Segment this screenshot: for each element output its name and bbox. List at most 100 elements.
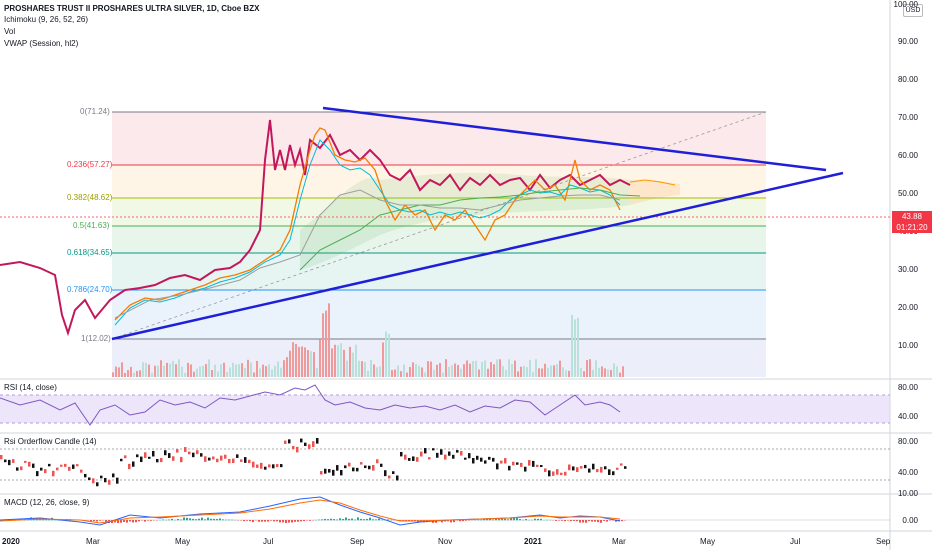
volume-bar xyxy=(229,367,231,377)
macd-bar xyxy=(228,519,230,521)
orderflow-candle xyxy=(264,466,267,470)
macd-bar xyxy=(276,520,278,522)
volume-bar xyxy=(550,365,552,377)
orderflow-candle xyxy=(448,451,451,456)
volume-bar xyxy=(181,366,183,377)
rsi-line xyxy=(0,384,621,426)
indicator-vwap[interactable]: VWAP (Session, hl2) xyxy=(4,39,79,48)
time-tick: May xyxy=(175,537,191,546)
orderflow-candle xyxy=(160,458,163,463)
orderflow-candle xyxy=(304,442,307,447)
orderflow-candle xyxy=(508,465,511,471)
macd-bar xyxy=(327,519,329,521)
orderflow-candle xyxy=(512,461,515,466)
orderflow-candle xyxy=(184,447,187,452)
macd-bar xyxy=(105,520,107,522)
orderflow-candle xyxy=(520,462,523,467)
price-line xyxy=(0,119,631,337)
macd-bar xyxy=(96,520,98,522)
orderflow-candle xyxy=(204,456,207,462)
macd-bar xyxy=(126,520,128,523)
orderflow-candle xyxy=(4,459,7,463)
last-price-badge: 43.88 01:21:20 xyxy=(892,211,932,233)
orderflow-candle xyxy=(276,464,279,468)
volume-bar xyxy=(340,343,342,377)
volume-bar xyxy=(376,367,378,377)
orderflow-candle xyxy=(244,457,247,463)
orderflow-candle xyxy=(600,466,603,473)
time-tick: 2020 xyxy=(2,537,20,546)
orderflow-candle xyxy=(580,466,583,469)
macd-bar xyxy=(564,520,566,522)
indicator-ichimoku[interactable]: Ichimoku (9, 26, 52, 26) xyxy=(4,15,89,24)
volume-bar xyxy=(562,367,564,377)
volume-bar xyxy=(508,359,510,377)
orderflow-candle xyxy=(52,470,55,477)
volume-bar xyxy=(316,368,318,377)
orderflow-candle xyxy=(528,460,531,466)
macd-bar xyxy=(138,520,140,522)
macd-bar xyxy=(168,519,170,521)
macd-bar xyxy=(183,517,185,521)
orderflow-candle xyxy=(572,466,575,471)
volume-bar xyxy=(163,365,165,377)
orderflow-title[interactable]: Rsi Orderflow Candle (14) xyxy=(4,437,97,446)
orderflow-candle xyxy=(376,459,379,464)
volume-bar xyxy=(241,363,243,377)
orderflow-candle xyxy=(88,477,91,481)
orderflow-candle xyxy=(292,445,295,450)
volume-bar xyxy=(199,366,201,377)
volume-bar xyxy=(394,369,396,377)
macd-bar xyxy=(114,520,116,523)
volume-bar xyxy=(274,365,276,377)
orderflow-candle xyxy=(468,453,471,459)
orderflow-candle xyxy=(240,459,243,462)
volume-bar xyxy=(361,361,363,377)
volume-bar xyxy=(436,364,438,377)
orderflow-candle xyxy=(32,463,35,468)
macd-bar xyxy=(513,517,515,521)
orderflow-candle xyxy=(404,454,407,460)
volume-bar xyxy=(622,366,624,377)
macd-bar xyxy=(279,520,281,523)
volume-bar xyxy=(433,369,435,377)
volume-bar xyxy=(547,367,549,377)
volume-bar xyxy=(205,364,207,377)
macd-bar xyxy=(231,519,233,521)
orderflow-tick: 10.00 xyxy=(897,489,918,498)
macd-bar xyxy=(606,520,608,522)
macd-bar xyxy=(162,519,164,521)
volume-bar xyxy=(466,360,468,377)
macd-bar xyxy=(351,518,353,521)
macd-bar xyxy=(270,520,272,521)
macd-bar xyxy=(372,519,374,521)
indicator-vol[interactable]: Vol xyxy=(4,27,16,36)
volume-bar xyxy=(160,360,162,377)
currency-label[interactable]: USD xyxy=(903,4,923,17)
volume-bar xyxy=(211,370,213,377)
orderflow-candle xyxy=(544,468,547,472)
volume-bar xyxy=(178,359,180,377)
orderflow-candle xyxy=(168,453,171,458)
macd-title[interactable]: MACD (12, 26, close, 9) xyxy=(4,498,90,507)
rsi-title[interactable]: RSI (14, close) xyxy=(4,383,57,392)
volume-bar xyxy=(298,346,300,377)
volume-bar xyxy=(445,359,447,377)
volume-bar xyxy=(589,359,591,377)
volume-bar xyxy=(154,365,156,377)
volume-bar xyxy=(400,371,402,377)
orderflow-candle xyxy=(124,455,127,459)
orderflow-candle xyxy=(392,471,395,474)
macd-bar xyxy=(291,520,293,523)
macd-bar xyxy=(189,518,191,521)
orderflow-candle xyxy=(76,464,79,467)
macd-bar xyxy=(258,520,260,522)
macd-bar xyxy=(555,520,557,521)
volume-bar xyxy=(532,372,534,377)
volume-bar xyxy=(427,361,429,377)
triangle-trendlines[interactable] xyxy=(111,106,844,341)
orderflow-candle xyxy=(488,456,491,460)
macd-bar xyxy=(180,519,182,521)
macd-bar xyxy=(540,518,542,521)
